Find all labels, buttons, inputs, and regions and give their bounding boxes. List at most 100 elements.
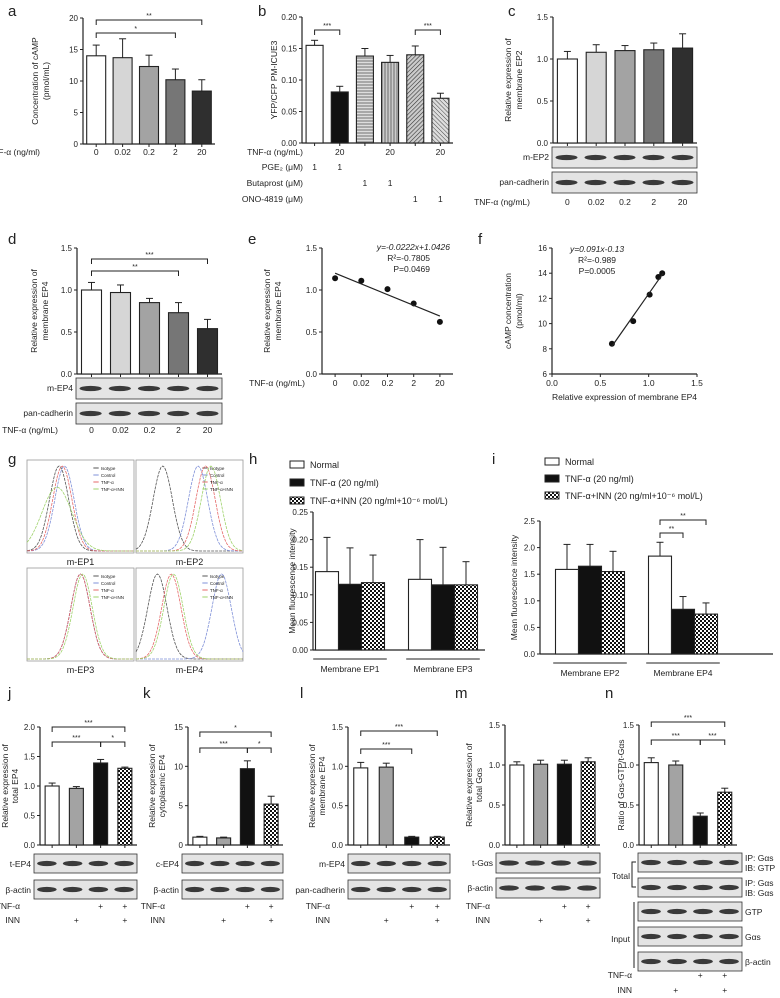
y-axis-label: (pmol/ml) — [514, 293, 524, 329]
blot-band — [167, 385, 190, 392]
bar — [453, 584, 479, 651]
bar — [406, 54, 425, 144]
r-squared: R²=-0.989 — [578, 255, 616, 265]
y-tick-label: 1.5 — [306, 244, 318, 253]
bar — [138, 65, 160, 145]
blot-band — [108, 385, 131, 392]
y-axis-label: Concentration of cAMP — [30, 37, 40, 125]
treatment-value: + — [221, 915, 226, 925]
treatment-value: + — [722, 970, 727, 980]
blot-band — [642, 179, 665, 186]
blot-label: β-actin — [467, 883, 493, 893]
y-axis-label: (pmol/mL) — [41, 62, 51, 100]
bracket-total — [631, 861, 636, 888]
x-tick-label: 0 — [333, 378, 338, 388]
flow-legend-label: Isotype — [101, 466, 116, 471]
flow-curve-control — [136, 573, 244, 660]
legend-swatch — [544, 457, 560, 466]
significance-bracket — [91, 258, 208, 264]
blot-band — [376, 860, 396, 867]
treatment-value: + — [722, 985, 727, 995]
blot-label: Gαs — [745, 932, 761, 942]
bar — [353, 767, 369, 846]
blot-1 — [637, 877, 743, 898]
y-tick-label: 1.5 — [623, 721, 635, 730]
flow-curve-tnf_inn — [27, 573, 134, 660]
x-tick-label: 20 — [435, 378, 445, 388]
y-tick-label: 1.0 — [524, 597, 536, 606]
blot-1 — [347, 879, 451, 900]
blot-band — [37, 860, 57, 867]
bar — [117, 767, 133, 846]
y-axis-label: total EP4 — [10, 768, 20, 803]
y-tick-label: 0.10 — [281, 76, 297, 85]
treatment-value: + — [538, 915, 543, 925]
significance-bracket — [314, 29, 341, 35]
blot-label: IP: Gαs — [745, 878, 774, 888]
blot-band — [427, 860, 447, 867]
legend-label: TNF-α (20 ng/ml) — [310, 478, 379, 488]
blot-group-label: Input — [611, 934, 631, 944]
significance-bracket — [360, 730, 438, 736]
bar — [138, 302, 161, 375]
blot-band — [79, 410, 102, 417]
blot-band — [351, 860, 371, 867]
significance-bracket — [91, 270, 179, 276]
blot-band — [235, 860, 255, 867]
blot-band — [719, 958, 739, 965]
blot-band — [551, 885, 571, 891]
treatment-label: TNF-α — [141, 901, 165, 911]
bar — [670, 608, 696, 655]
treatment-value: + — [673, 985, 678, 995]
legend-label: TNF-α+INN (20 ng/ml+10⁻⁶ mol/L) — [310, 496, 448, 506]
group-label: Membrane EP2 — [560, 668, 619, 678]
y-tick-label: 0.5 — [489, 801, 501, 810]
significance-bracket — [699, 739, 726, 745]
flow-curve-tnf — [26, 465, 134, 552]
y-axis-label: cytoplasmic EP4 — [157, 754, 167, 817]
blot-label: pan-cadherin — [499, 177, 549, 187]
significance-label: * — [258, 741, 261, 748]
x-tick-label: 0.5 — [594, 378, 606, 388]
x-tick-label: 2 — [651, 197, 656, 207]
y-axis-label: Relative expression of — [0, 744, 10, 828]
blot-band — [641, 884, 661, 891]
blot-band — [641, 958, 661, 965]
bar — [600, 570, 626, 655]
significance-bracket — [650, 721, 726, 727]
blot-label: c-EP4 — [156, 859, 179, 869]
flow-legend-label: TNF-α+INN — [210, 595, 233, 600]
significance-bracket — [659, 519, 707, 525]
flow-curve-tnf_inn — [136, 465, 244, 552]
bar — [191, 90, 212, 145]
blot-label: t-EP4 — [10, 859, 32, 869]
treatment-value: 20 — [385, 147, 395, 157]
blot-label: pan-cadherin — [295, 885, 345, 895]
significance-bracket — [659, 532, 684, 538]
y-tick-label: 0.5 — [623, 801, 635, 810]
blot-label: IB: GTP — [745, 863, 776, 873]
y-tick-label: 1.0 — [489, 761, 501, 770]
equation: y=-0.0222x+1.0426 — [376, 242, 451, 252]
treatment-value: 20 — [335, 147, 345, 157]
blot-band — [719, 859, 739, 866]
bar — [404, 836, 420, 846]
y-tick-label: 15 — [174, 723, 183, 732]
significance-label: *** — [708, 733, 716, 740]
x-tick-label: 0.2 — [144, 425, 156, 435]
x-axis-label: Relative expression of membrane EP4 — [552, 392, 697, 402]
blot-band — [196, 410, 219, 417]
flow-legend-label: TNF-α+INN — [101, 595, 124, 600]
y-axis-label: membrane EP4 — [317, 756, 327, 815]
x-tick-label: 0.02 — [353, 378, 370, 388]
significance-bracket — [199, 747, 248, 753]
x-tick-label: 20 — [197, 147, 207, 157]
blot-band — [693, 884, 713, 891]
significance-bracket — [100, 741, 126, 747]
y-tick-label: 0.5 — [24, 812, 36, 821]
blot-band — [235, 886, 255, 893]
significance-bracket — [650, 739, 701, 745]
y-axis-label: Relative expression of — [29, 269, 39, 353]
blot-band — [108, 410, 131, 417]
y-tick-label: 6 — [543, 370, 548, 379]
